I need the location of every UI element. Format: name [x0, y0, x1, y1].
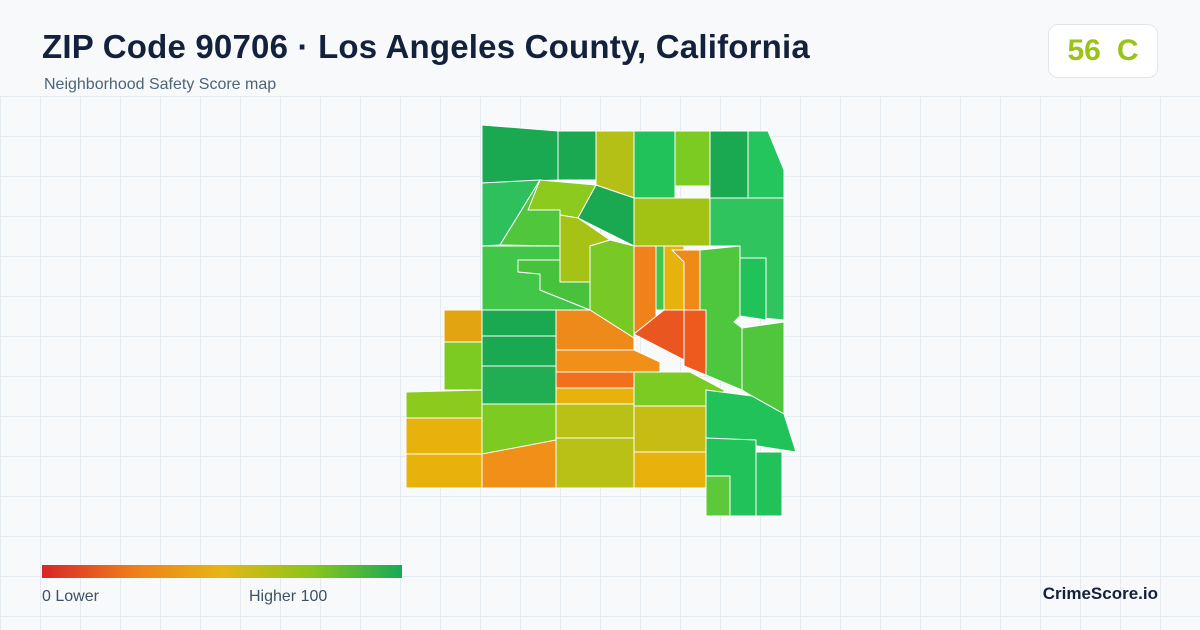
map-region[interactable] — [517, 259, 591, 311]
legend-low-label: 0 Lower — [42, 588, 99, 605]
score-value: 56 — [1067, 34, 1101, 67]
map-region[interactable] — [405, 389, 483, 419]
map-region[interactable] — [555, 437, 635, 489]
map-region[interactable] — [555, 387, 635, 405]
page-title: ZIP Code 90706 · Los Angeles County, Cal… — [42, 28, 810, 65]
map-region[interactable] — [655, 245, 665, 311]
map-region[interactable] — [683, 309, 707, 376]
map-region[interactable] — [633, 405, 707, 453]
map-region[interactable] — [555, 403, 635, 439]
legend-color-bar — [42, 565, 402, 578]
map-region[interactable] — [443, 309, 483, 343]
map-region[interactable] — [481, 335, 557, 367]
map-region[interactable] — [747, 130, 785, 199]
map-region[interactable] — [405, 417, 483, 455]
map-region[interactable] — [481, 124, 559, 184]
score-grade: C — [1116, 34, 1139, 67]
page-subtitle: Neighborhood Safety Score map — [44, 76, 277, 93]
map-region[interactable] — [633, 197, 711, 247]
map-region[interactable] — [633, 130, 676, 199]
map-region[interactable] — [405, 453, 483, 489]
map-region[interactable] — [739, 257, 767, 321]
map-region[interactable] — [443, 341, 483, 391]
map-region[interactable] — [481, 365, 557, 405]
legend-high-label: Higher 100 — [249, 588, 328, 605]
map-region[interactable] — [557, 130, 597, 181]
map-region[interactable] — [674, 130, 711, 187]
safety-score-badge: 56 C — [1048, 24, 1158, 78]
map-region[interactable] — [633, 451, 707, 489]
map-region[interactable] — [555, 371, 635, 389]
map-region[interactable] — [705, 475, 731, 517]
map-region[interactable] — [699, 245, 743, 391]
brand-logo[interactable]: CrimeScore.io — [1042, 584, 1158, 603]
map-region[interactable] — [555, 349, 661, 373]
map-region[interactable] — [705, 389, 797, 453]
map-region[interactable] — [481, 309, 557, 337]
map-region[interactable] — [755, 451, 783, 517]
map-region[interactable] — [709, 130, 749, 199]
